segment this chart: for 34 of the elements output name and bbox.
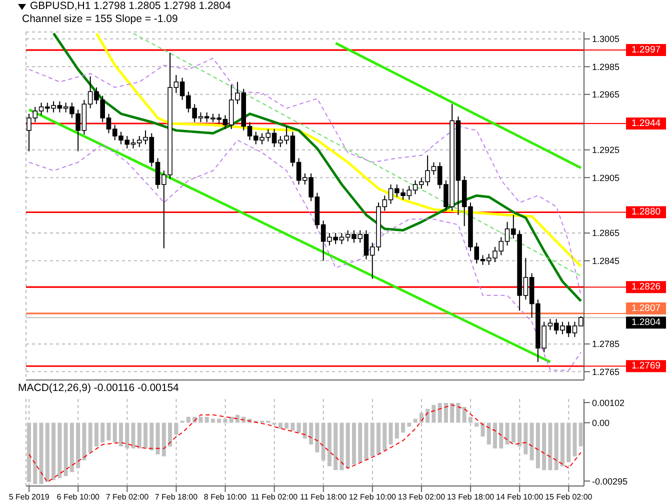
y-tick-label: 0.00 [592, 418, 610, 428]
y-tick-label: 1.2785 [592, 339, 620, 350]
ref-line-label: 1.2944 [631, 118, 661, 130]
chart-title: MACD(12,26,9) -0.00116 -0.00154 [18, 382, 179, 395]
x-tick-label: 6 Feb 10:00 [56, 492, 100, 502]
x-tick-label: 15 Feb 02:00 [545, 492, 593, 502]
ref-line-label: 1.2826 [631, 282, 661, 293]
chart-subtitle: Channel size = 155 Slope = -1.09 [21, 13, 179, 26]
x-tick-label: 11 Feb 02:00 [251, 492, 298, 502]
x-tick-label: 11 Feb 18:00 [300, 492, 348, 502]
ref-line-label: 1.2880 [631, 206, 661, 218]
x-tick-label: 7 Feb 02:00 [106, 492, 150, 502]
y-tick-label: 1.2865 [592, 228, 620, 238]
ref-line-label: 1.2997 [631, 44, 661, 56]
x-tick-label: 12 Feb 10:00 [348, 492, 397, 502]
y-tick-label: 1.3005 [592, 34, 620, 44]
y-tick-label: -0.00295 [592, 476, 628, 486]
chart-title: GBPUSD,H1 1.2798 1.2805 1.2798 1.2804 [30, 0, 231, 13]
x-tick-label: 5 Feb 2019 [8, 492, 50, 502]
ref-line-label: 1.2769 [631, 360, 661, 372]
y-tick-label: 1.2985 [592, 62, 620, 72]
y-tick-label: 1.2845 [592, 256, 620, 266]
x-tick-label: 7 Feb 18:00 [154, 492, 198, 502]
ref-line-label: 1.2804 [631, 317, 661, 328]
x-tick-label: 14 Feb 10:00 [496, 492, 544, 502]
y-tick-label: 1.2905 [592, 172, 620, 183]
y-tick-label: 1.2765 [592, 366, 620, 377]
x-tick-label: 13 Feb 02:00 [398, 492, 446, 502]
x-tick-label: 8 Feb 10:00 [204, 492, 248, 502]
x-tick-label: 13 Feb 18:00 [446, 492, 495, 502]
ref-line-label: 1.2807 [631, 302, 661, 314]
y-tick-label: 1.2965 [592, 90, 620, 100]
y-tick-label: 1.2925 [592, 145, 620, 156]
y-tick-label: 0.00102 [592, 398, 625, 408]
